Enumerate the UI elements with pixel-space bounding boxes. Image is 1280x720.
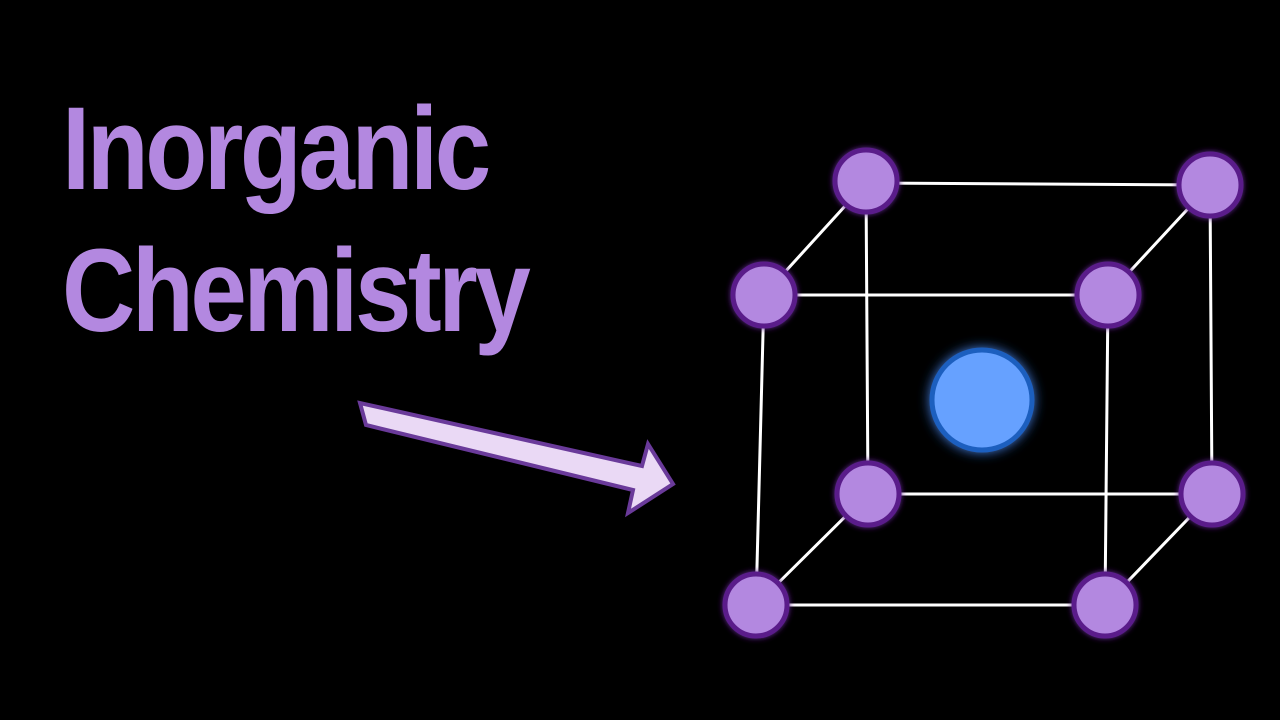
lattice-bonds <box>754 181 1214 607</box>
bond-front-left <box>754 293 766 607</box>
atom-back-bottom-right <box>1178 460 1246 528</box>
title-line-chemistry: Chemistry <box>62 225 531 357</box>
page-title: Inorganic Chemistry <box>62 78 531 362</box>
bond-back-right <box>1208 183 1214 496</box>
corner-atoms <box>722 147 1246 639</box>
atom-back-top-left <box>832 147 900 215</box>
center-atom <box>929 347 1035 453</box>
atom-front-top-right <box>1074 261 1142 329</box>
atom-back-bottom-left <box>834 460 902 528</box>
atom-front-top-left <box>730 261 798 329</box>
bond-back-left <box>864 181 870 496</box>
title-line-inorganic: Inorganic <box>62 83 491 215</box>
atom-front-bottom-left <box>722 571 790 639</box>
bond-back-top <box>864 181 1212 187</box>
arrow-right-icon <box>357 400 676 518</box>
atom-front-bottom-right <box>1071 571 1139 639</box>
bond-front-right <box>1103 293 1110 607</box>
atom-back-top-right <box>1176 151 1244 219</box>
